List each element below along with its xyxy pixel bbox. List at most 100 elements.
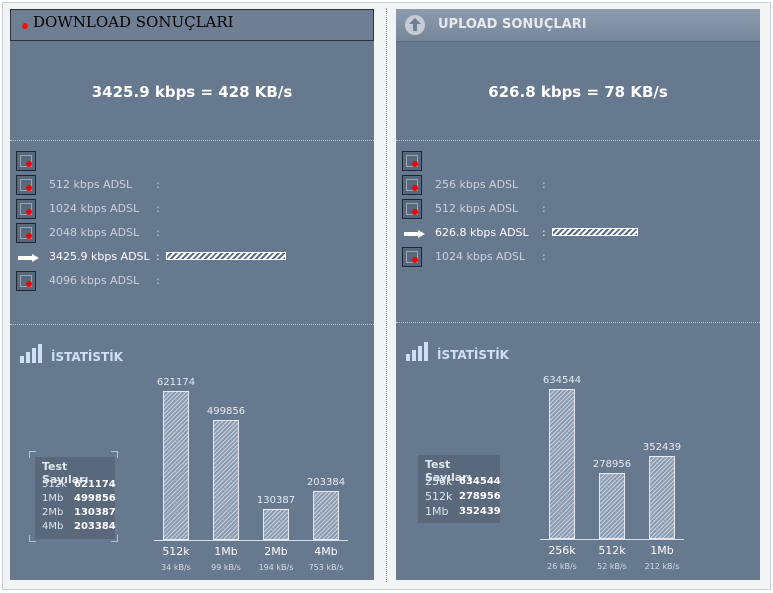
checkbox-icon[interactable] [16,175,36,195]
stats-title: İSTATİSTİK [437,348,509,362]
chart-bar [649,456,675,539]
upload-arrow-icon [405,15,425,35]
legend-value: 621174 [74,479,116,490]
speed-row-label: 2048 kbps ADSL [49,226,140,239]
checkbox-icon[interactable] [16,151,36,171]
speed-row[interactable] [16,151,366,173]
stats-title: İSTATİSTİK [51,350,123,364]
speed-row-label: 1024 kbps ADSL [49,202,140,215]
speed-row[interactable] [402,151,752,173]
chart-bar [313,491,339,540]
row-colon: : [156,250,160,263]
legend-value: 352439 [459,506,501,517]
speed-row-label: 1024 kbps ADSL [435,250,526,263]
checkbox-icon[interactable] [402,247,422,267]
checkbox-icon[interactable] [16,223,36,243]
speed-row[interactable]: 256 kbps ADSL : [402,175,752,197]
checkbox-icon[interactable] [16,199,36,219]
legend-value: 203384 [74,521,116,532]
speed-row-label: 256 kbps ADSL [435,178,519,191]
panel-separator [386,8,387,582]
row-colon: : [156,178,160,191]
stats-legend: Test Sayıları 512k 621174 1Mb 499856 2Mb… [35,457,116,539]
download-header-title: DOWNLOAD SONUÇLARI [33,13,234,31]
checkbox-icon[interactable] [16,271,36,291]
bar-value-label: 499856 [206,406,246,417]
legend-key: 512k [425,490,453,503]
checkbox-icon[interactable] [402,151,422,171]
legend-key: 512k [42,479,67,490]
arrow-right-icon [18,254,39,262]
divider [10,324,374,325]
checkbox-icon[interactable] [402,175,422,195]
row-colon: : [542,202,546,215]
chart-baseline [540,539,684,540]
category-label: 256k [548,544,576,557]
category-sublabel: 753 kB/s [308,563,344,572]
speed-row[interactable]: 512 kbps ADSL : [16,175,366,197]
download-header: DOWNLOAD SONUÇLARI [10,9,374,41]
divider [396,140,760,141]
speed-row-current: 626.8 kbps ADSL : [402,223,752,245]
speed-row-label: 512 kbps ADSL [49,178,133,191]
chart-bar [163,391,189,540]
category-label: 1Mb [650,544,674,557]
category-sublabel: 34 kB/s [161,563,191,572]
chart-bar [263,509,289,540]
speed-row-label: 3425.9 kbps ADSL [49,250,150,263]
category-sublabel: 194 kB/s [258,563,294,572]
speed-row-label: 512 kbps ADSL [435,202,519,215]
bar-chart-icon [406,342,428,361]
row-colon: : [542,178,546,191]
legend-key: 1Mb [42,493,64,504]
arrow-right-icon [404,230,425,238]
legend-value: 634544 [459,476,501,487]
legend-title: Test Sayıları [425,458,472,484]
legend-value: 130387 [74,507,116,518]
chart-baseline [154,540,348,541]
row-colon: : [156,274,160,287]
download-panel: DOWNLOAD SONUÇLARI 3425.9 kbps = 428 KB/… [10,9,374,580]
legend-value: 499856 [74,493,116,504]
legend-key: 1Mb [425,505,449,518]
category-sublabel: 52 kB/s [597,562,627,571]
category-label: 512k [598,544,626,557]
category-sublabel: 212 kB/s [644,562,680,571]
chart-bar [549,389,575,539]
category-sublabel: 99 kB/s [211,563,241,572]
bar-value-label: 203384 [306,477,346,488]
row-colon: : [542,250,546,263]
speed-row[interactable]: 1024 kbps ADSL : [16,199,366,221]
row-colon: : [156,226,160,239]
legend-value: 278956 [459,491,501,502]
download-speed: 3425.9 kbps = 428 KB/s [91,83,293,101]
category-label: 1Mb [214,545,238,558]
speed-row-current: 3425.9 kbps ADSL : [16,247,366,269]
bar-value-label: 634544 [542,375,582,386]
upload-panel: UPLOAD SONUÇLARI 626.8 kbps = 78 KB/s 25… [396,9,760,580]
legend-key: 256k [425,475,453,488]
legend-title: Test Sayıları [42,460,89,486]
upload-header-title: UPLOAD SONUÇLARI [438,17,587,32]
speed-row[interactable]: 512 kbps ADSL : [402,199,752,221]
legend-key: 4Mb [42,521,64,532]
bar-value-label: 130387 [256,495,296,506]
bar-chart-icon [20,344,42,363]
bar-value-label: 278956 [592,459,632,470]
speed-bar [166,252,286,260]
speed-row[interactable]: 1024 kbps ADSL : [402,247,752,269]
speed-row[interactable]: 2048 kbps ADSL : [16,223,366,245]
red-dot-icon [22,23,28,29]
speed-bar [552,228,638,236]
speed-row[interactable]: 4096 kbps ADSL : [16,271,366,293]
category-label: 4Mb [314,545,338,558]
speed-row-label: 626.8 kbps ADSL [435,226,529,239]
category-label: 2Mb [264,545,288,558]
row-colon: : [542,226,546,239]
chart-bar [213,420,239,540]
divider [396,322,760,323]
upload-speed: 626.8 kbps = 78 KB/s [488,83,668,101]
checkbox-icon[interactable] [402,199,422,219]
bar-value-label: 621174 [156,377,196,388]
category-sublabel: 26 kB/s [547,562,577,571]
